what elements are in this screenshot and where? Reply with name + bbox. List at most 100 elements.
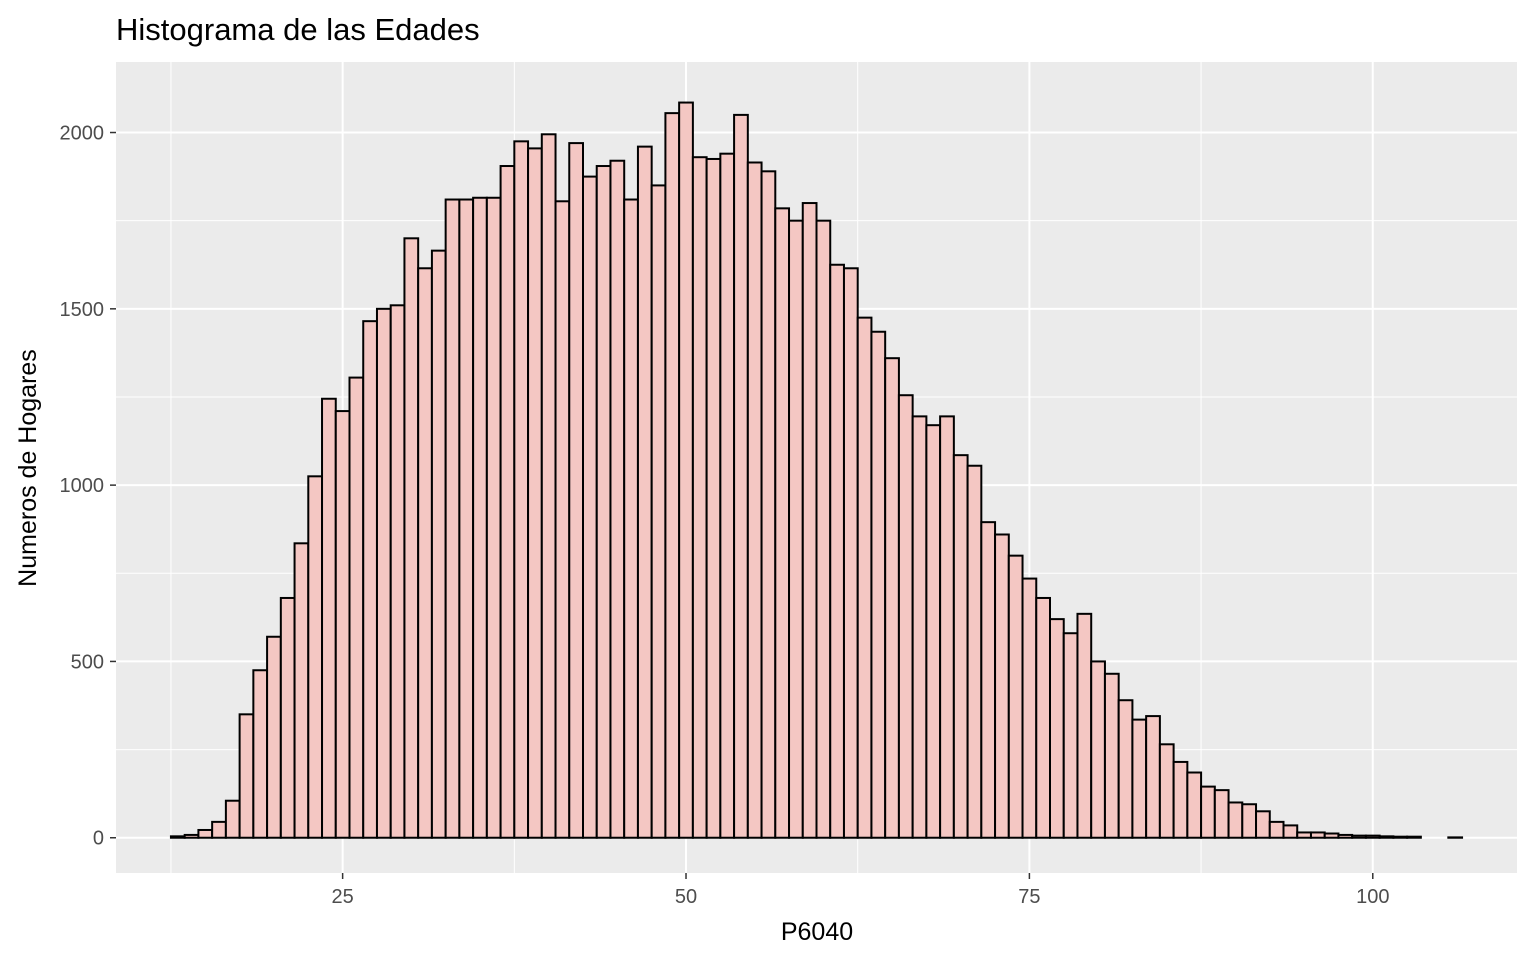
histogram-bar	[595, 165, 612, 839]
histogram-bar	[1076, 612, 1093, 839]
histogram-bar	[952, 454, 969, 839]
histogram-bar	[994, 533, 1010, 839]
histogram-bar	[1200, 785, 1216, 839]
histogram-bar	[472, 196, 488, 839]
histogram-bar	[760, 170, 777, 839]
histogram-bar	[623, 198, 639, 839]
histogram-bar	[870, 330, 887, 839]
x-axis: 25 50 75 100	[332, 873, 1389, 908]
y-tick-label: 1500	[60, 299, 105, 321]
x-tick-label: 75	[1018, 886, 1040, 908]
y-tick-label: 1000	[60, 475, 105, 497]
histogram-bar	[1406, 835, 1422, 839]
histogram-bar	[389, 304, 406, 839]
y-tick-label: 0	[93, 828, 104, 850]
histogram-bar	[650, 184, 667, 839]
histogram-bar	[1392, 835, 1409, 839]
histogram-bar	[307, 475, 324, 839]
histogram-bar	[1117, 699, 1134, 839]
x-axis-title: P6040	[781, 918, 853, 946]
y-tick-label: 500	[71, 651, 104, 673]
histogram-bar	[1090, 660, 1106, 839]
x-tick-label: 25	[332, 886, 354, 908]
histogram-bar	[1213, 789, 1230, 839]
histogram-bar	[540, 133, 557, 839]
histogram-bar	[1145, 715, 1161, 839]
histogram-bar	[513, 140, 530, 839]
histogram-bar	[1337, 833, 1354, 839]
histogram-bar	[1241, 803, 1258, 839]
histogram-bar	[1364, 834, 1381, 839]
histogram-bar	[1035, 596, 1051, 839]
histogram-bar	[788, 219, 804, 839]
histogram-bar	[1172, 760, 1189, 839]
histogram-bar	[266, 635, 282, 839]
histogram-bar	[911, 415, 928, 839]
histogram-bar	[856, 316, 873, 839]
histogram-bar	[527, 147, 543, 839]
histogram-bar	[485, 196, 502, 839]
histogram-bar	[458, 198, 475, 839]
histogram-bar	[252, 669, 269, 839]
histogram-bar	[430, 249, 447, 839]
histogram-bar	[197, 828, 214, 839]
histogram-bar	[554, 200, 571, 839]
histogram-bar	[1158, 743, 1175, 839]
histogram-bar	[980, 521, 997, 839]
histogram-bar	[966, 464, 983, 839]
histogram-bar	[1296, 831, 1312, 839]
histogram-bar	[1351, 834, 1367, 839]
histogram-bar	[1062, 632, 1079, 839]
histogram-bar	[211, 820, 227, 839]
histogram-bar	[1255, 810, 1271, 839]
histogram-bar	[1227, 801, 1244, 839]
histogram-bar	[444, 198, 461, 839]
histogram-bar	[664, 112, 681, 839]
histogram-bar	[815, 219, 832, 839]
histogram-bar	[719, 152, 736, 839]
histogram-bar	[238, 713, 255, 839]
histogram-bar	[1282, 824, 1299, 839]
histogram-bar	[925, 424, 942, 839]
histogram-bar	[1021, 577, 1038, 839]
y-axis-title: Numeros de Hogares	[14, 349, 42, 587]
x-tick-label: 50	[675, 886, 697, 908]
histogram-bar	[1007, 554, 1024, 839]
histogram-bar	[403, 237, 420, 839]
histogram-bar	[774, 207, 791, 839]
histogram-bar	[746, 161, 763, 839]
histogram-bar	[733, 113, 749, 839]
histogram-bar	[499, 165, 516, 839]
histogram-bar	[1049, 618, 1065, 839]
histogram-bar	[334, 410, 351, 839]
y-tick-label: 2000	[60, 123, 105, 145]
histogram-bar	[582, 175, 598, 839]
histogram-bar	[279, 596, 296, 839]
histogram-bar	[224, 799, 241, 839]
histogram-bar	[842, 267, 859, 839]
histogram-bar	[1309, 831, 1326, 839]
histogram-bar	[293, 542, 310, 839]
histogram-bar	[568, 142, 585, 839]
histogram-bar	[705, 157, 722, 839]
histogram-bar	[348, 376, 365, 839]
histogram-bar	[169, 835, 186, 839]
histogram-bar	[1103, 672, 1120, 839]
histogram-bar	[1131, 718, 1148, 839]
histogram-bar	[884, 357, 900, 839]
histogram-bar	[1186, 771, 1203, 839]
histogram-bar	[1323, 832, 1340, 839]
y-axis: 0 500 1000 1500 2000	[60, 123, 116, 850]
histogram-bar	[1268, 820, 1285, 839]
histogram-bar	[691, 156, 708, 839]
histogram-bar	[801, 202, 818, 839]
histogram-bar	[939, 415, 955, 839]
histogram-bar	[321, 397, 337, 839]
histogram-bar	[678, 101, 694, 839]
chart-title: Histograma de las Edades	[116, 12, 480, 47]
histogram-bar	[636, 145, 653, 839]
histogram-bar	[362, 320, 378, 839]
histogram-bar	[417, 267, 433, 839]
histogram-bar	[897, 394, 914, 839]
